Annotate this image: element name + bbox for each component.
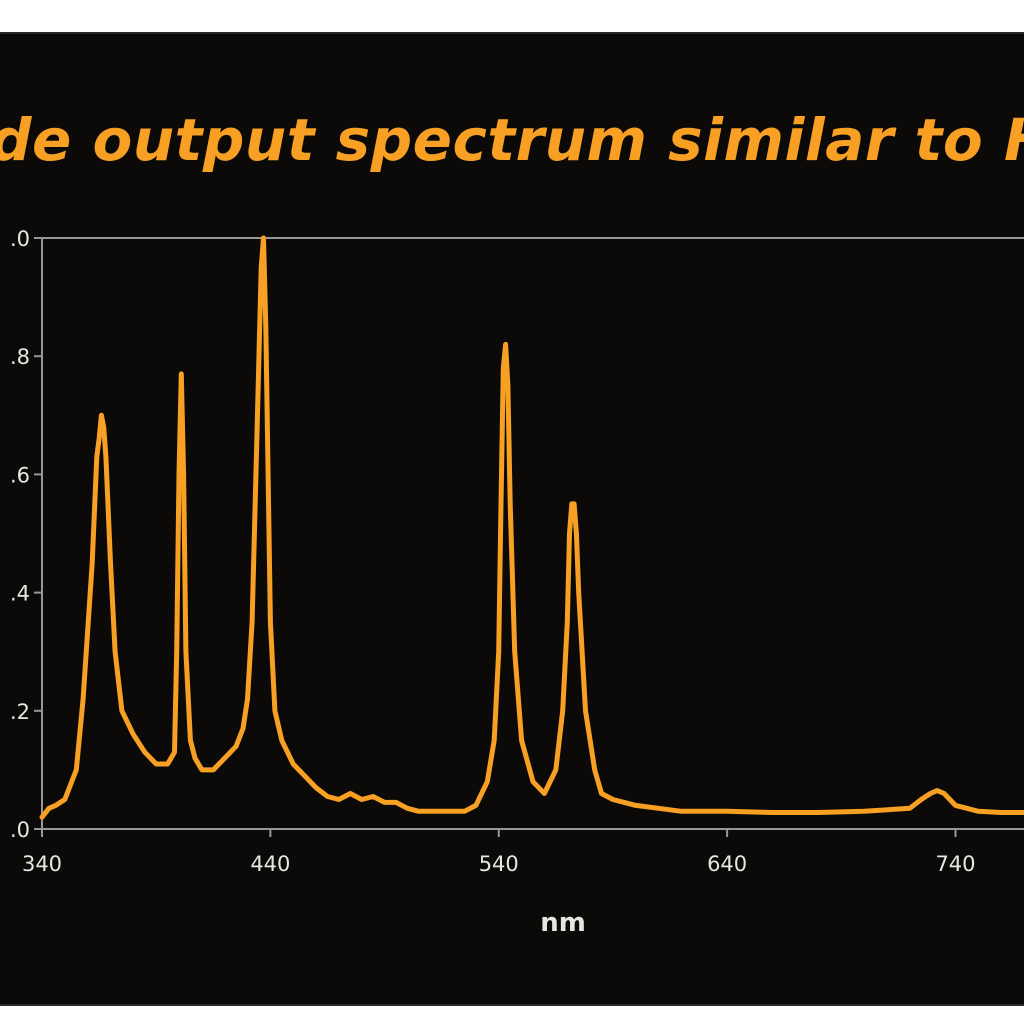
y-tick-label: .0: [10, 818, 30, 842]
y-tick-label: .8: [10, 345, 30, 369]
x-tick-label: 340: [22, 852, 62, 876]
x-tick-label: 540: [479, 852, 519, 876]
chart-svg: 340 440 540 640 740 .0 .2 .4 .6 .8 .0 nm: [10, 227, 1024, 938]
axes: [41, 237, 1024, 830]
x-tick-label: 640: [707, 852, 747, 876]
tick-marks: [34, 237, 957, 837]
y-tick-label: .4: [10, 582, 30, 606]
chart-title: de output spectrum similar to Hg: [0, 106, 1024, 174]
y-tick-label: .0: [10, 227, 30, 251]
series-group: [39, 235, 1024, 820]
spectrum-line: [39, 235, 1024, 820]
y-tick-label: .6: [10, 463, 30, 487]
chart-frame: de output spectrum similar to Hg 340 440 5…: [0, 32, 1024, 1006]
tick-labels: 340 440 540 640 740 .0 .2 .4 .6 .8 .0: [10, 227, 976, 876]
x-axis-label: nm: [540, 908, 586, 938]
y-tick-label: .2: [10, 700, 30, 724]
x-tick-label: 440: [250, 852, 290, 876]
x-tick-label: 740: [935, 852, 975, 876]
